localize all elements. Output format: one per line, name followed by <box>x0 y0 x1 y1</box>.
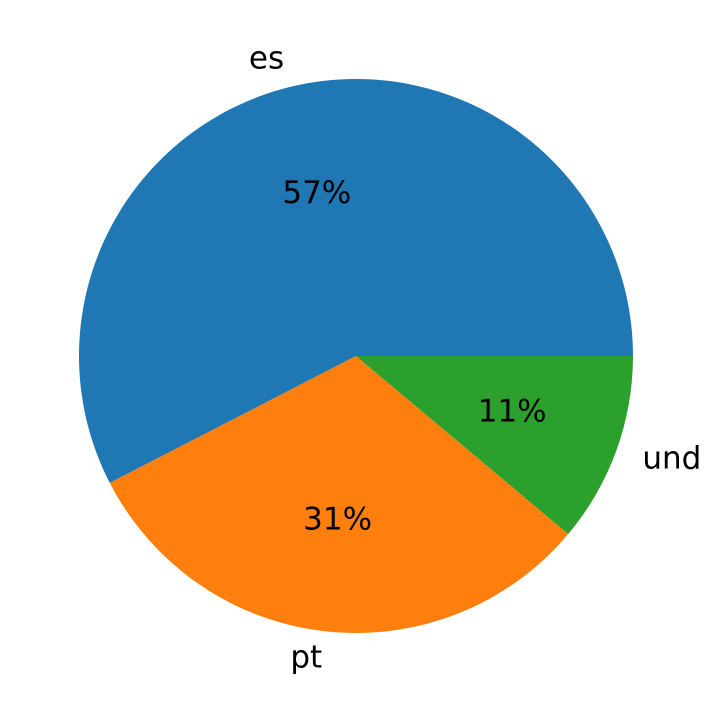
pie-wedge <box>109 356 569 633</box>
pie-wedge <box>78 78 633 483</box>
pie-wedge <box>356 356 633 535</box>
category-label: pt <box>290 639 322 675</box>
category-label: es <box>249 40 284 76</box>
value-label: 31% <box>303 502 372 538</box>
value-label: 11% <box>478 393 547 429</box>
value-label: 57% <box>282 175 351 211</box>
category-label: und <box>642 441 701 477</box>
